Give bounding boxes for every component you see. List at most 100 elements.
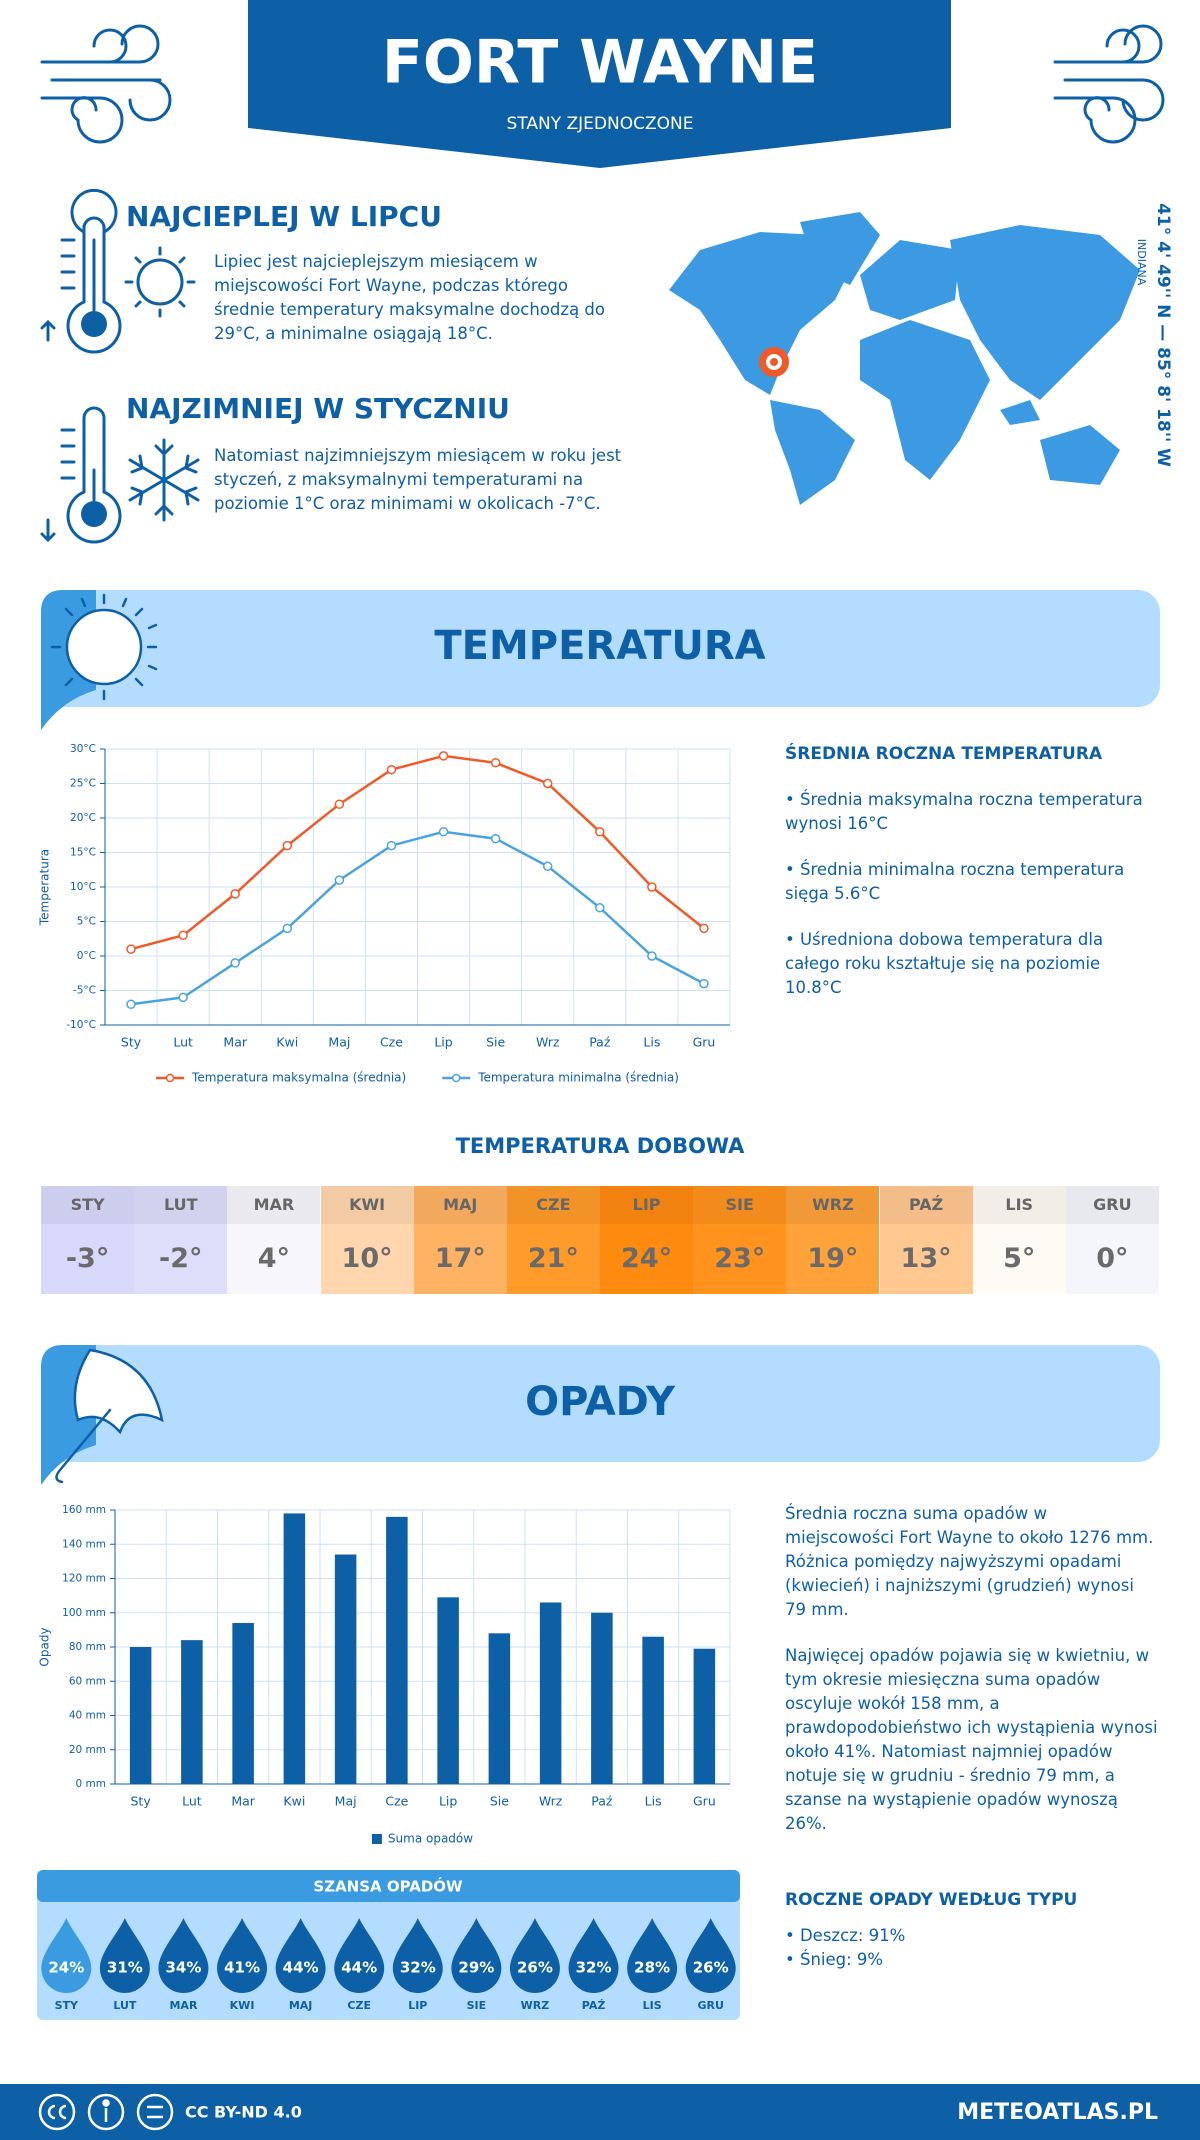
x-tick-label: Sty — [131, 1794, 152, 1809]
bar — [488, 1633, 511, 1784]
temperature-value: -2° — [158, 1243, 203, 1274]
y-tick-label: 20°C — [70, 812, 96, 824]
table-shade — [879, 1186, 973, 1224]
y-tick-label: 100 mm — [62, 1607, 106, 1619]
world-map — [669, 212, 1140, 505]
bar — [591, 1612, 613, 1784]
table-column: STY -3° — [41, 1186, 135, 1294]
x-tick-label: Lut — [182, 1794, 202, 1809]
drop — [509, 1918, 560, 1993]
x-tick-label: Mar — [223, 1035, 247, 1050]
point — [282, 840, 293, 851]
month-label: LIS — [1005, 1195, 1034, 1214]
y-tick-label: 40 mm — [69, 1710, 106, 1722]
highlight-text: Lipiec jest najcieplejszym miesiącem w m… — [214, 252, 605, 343]
bar — [283, 1513, 306, 1784]
x-tick-label: Lut — [173, 1035, 193, 1050]
drop — [158, 1918, 209, 1993]
temperature-value: 10° — [341, 1243, 393, 1274]
month-label: CZE — [536, 1195, 571, 1214]
table-shade — [320, 1186, 414, 1224]
legend: Temperatura maksymalna (średnia) Temperat… — [156, 1071, 679, 1085]
point — [647, 951, 657, 961]
point — [126, 944, 136, 954]
point — [647, 882, 657, 892]
x-tick-label: Kwi — [283, 1794, 305, 1809]
table-shade — [41, 1186, 135, 1224]
legend-swatch — [165, 1073, 175, 1083]
site-name: METEOATLAS.PL — [957, 2100, 1158, 2125]
y-tick-label: 0°C — [77, 950, 96, 962]
y-tick-label: 5°C — [77, 916, 96, 928]
chance-month: LUT — [113, 1999, 137, 2012]
bar — [232, 1623, 254, 1784]
legend-label: Temperatura maksymalna (średnia) — [191, 1071, 406, 1085]
chance-value: 26% — [517, 1959, 553, 1977]
coordinates: 41° 4' 49'' N — 85° 8' 18'' W — [1153, 203, 1173, 467]
chance-month: KWI — [230, 1999, 255, 2012]
drop — [451, 1918, 502, 1993]
point — [178, 930, 188, 941]
point — [699, 923, 709, 934]
x-tick-label: Lip — [439, 1794, 457, 1809]
point — [386, 764, 397, 775]
x-tick-label: Paź — [589, 1035, 611, 1050]
chance-value: 31% — [107, 1959, 143, 1977]
bar — [437, 1597, 459, 1784]
temperature-value: -3° — [65, 1243, 110, 1274]
chance-month: LIS — [643, 1999, 662, 2012]
x-tick-label: Maj — [335, 1794, 357, 1809]
drop — [275, 1918, 326, 1993]
month-label: MAR — [253, 1195, 295, 1214]
y-tick-label: 25°C — [70, 778, 96, 790]
bar — [539, 1602, 562, 1784]
summary-title: ŚREDNIA ROCZNA TEMPERATURA — [785, 744, 1103, 764]
chance-value: 29% — [458, 1959, 494, 1977]
table-column: WRZ 19° — [786, 1186, 880, 1294]
table-shade — [134, 1186, 228, 1224]
point — [126, 999, 136, 1010]
table-column: SIE 23° — [693, 1186, 787, 1294]
chance-month: STY — [55, 1999, 79, 2012]
legend-swatch — [451, 1073, 461, 1083]
drop — [334, 1918, 385, 1993]
wind-icon — [40, 24, 172, 144]
y-tick-label: 140 mm — [62, 1538, 106, 1550]
month-label: LUT — [163, 1195, 198, 1214]
table-column: LUT -2° — [134, 1186, 228, 1294]
x-tick-label: Lis — [643, 1035, 660, 1050]
x-tick-label: Sie — [486, 1035, 505, 1050]
drop — [392, 1918, 443, 1993]
y-tick-label: -5°C — [73, 985, 96, 997]
point — [334, 875, 345, 885]
month-label: KWI — [349, 1195, 386, 1214]
table-column: LIS 5° — [972, 1186, 1066, 1294]
chance-box — [37, 1870, 740, 2020]
chance-value: 26% — [693, 1959, 729, 1977]
chance-value: 41% — [224, 1959, 260, 1977]
y-tick-label: 60 mm — [69, 1675, 106, 1687]
drop — [685, 1918, 736, 1993]
point — [490, 833, 501, 844]
daily-table: STY -3° LUT -2° MAR 4° KWI 10° MAJ 17° CZE 21° LIP 24… — [41, 1186, 1159, 1294]
types-title: ROCZNE OPADY WEDŁUG TYPU — [785, 1890, 1078, 1910]
bar — [386, 1516, 408, 1784]
chance-title: SZANSA OPADÓW — [313, 1877, 463, 1896]
summary: Średnia roczna suma opadów w miejscowośc… — [785, 1502, 1160, 1858]
point — [230, 958, 240, 968]
license-icons — [38, 2093, 174, 2131]
y-tick-label: 30°C — [70, 743, 96, 755]
country-subtitle: STANY ZJEDNOCZONE — [507, 114, 694, 134]
table-column: GRU 0° — [1065, 1186, 1159, 1294]
drop — [99, 1918, 150, 1993]
month-label: WRZ — [812, 1195, 854, 1214]
table-title: TEMPERATURA DOBOWA — [456, 1134, 746, 1158]
table-shade — [1065, 1186, 1159, 1224]
temperature-value: 23° — [714, 1243, 766, 1274]
chance-month: PAŹ — [582, 1999, 606, 2012]
x-tick-label: Lip — [434, 1035, 452, 1050]
bar — [642, 1636, 664, 1784]
summary-item: Średnia roczna suma opadów w miejscowośc… — [785, 1504, 1154, 1619]
summary-item: • Średnia minimalna roczna temperatura s… — [785, 860, 1125, 903]
